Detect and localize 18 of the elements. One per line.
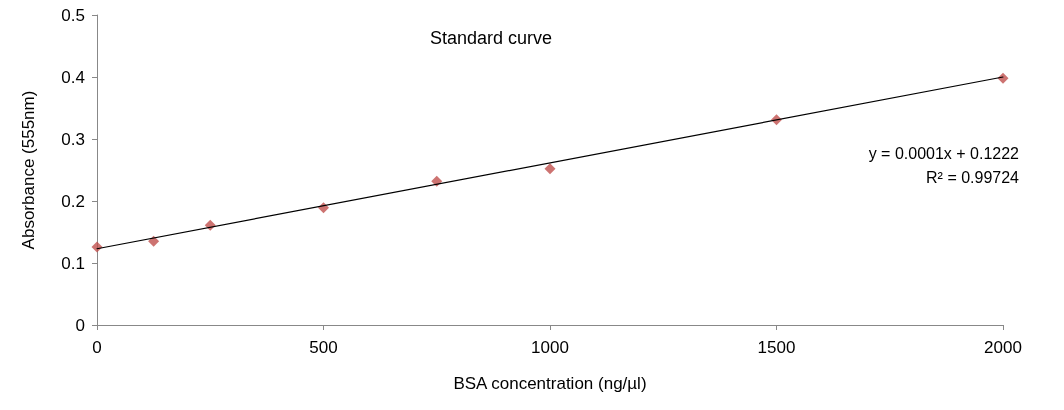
y-axis-title: Absorbance (555nm) — [19, 90, 38, 250]
annotation: R² = 0.99724 — [926, 168, 1020, 186]
point — [544, 163, 556, 175]
x-tick-label: 0 — [92, 338, 102, 357]
point — [148, 235, 160, 247]
x-tick-label: 500 — [309, 338, 338, 357]
y-tick-label: 0.4 — [61, 67, 85, 87]
annotation: y = 0.0001x + 0.1222 — [868, 144, 1020, 162]
y-tick-label: 0 — [75, 315, 85, 335]
y-tick-label: 0.2 — [61, 191, 85, 211]
y-tick-label: 0.5 — [61, 5, 85, 25]
x-tick-label: 1500 — [757, 338, 796, 357]
y-tick-label: 0.3 — [61, 129, 85, 149]
text: Standard curve — [430, 28, 553, 48]
x-tick-label: 1000 — [531, 338, 569, 357]
x-tick-label: 2000 — [984, 338, 1022, 357]
x-axis-title: BSA concentration (ng/µl) — [453, 374, 647, 393]
y-tick-label: 0.1 — [61, 253, 85, 273]
